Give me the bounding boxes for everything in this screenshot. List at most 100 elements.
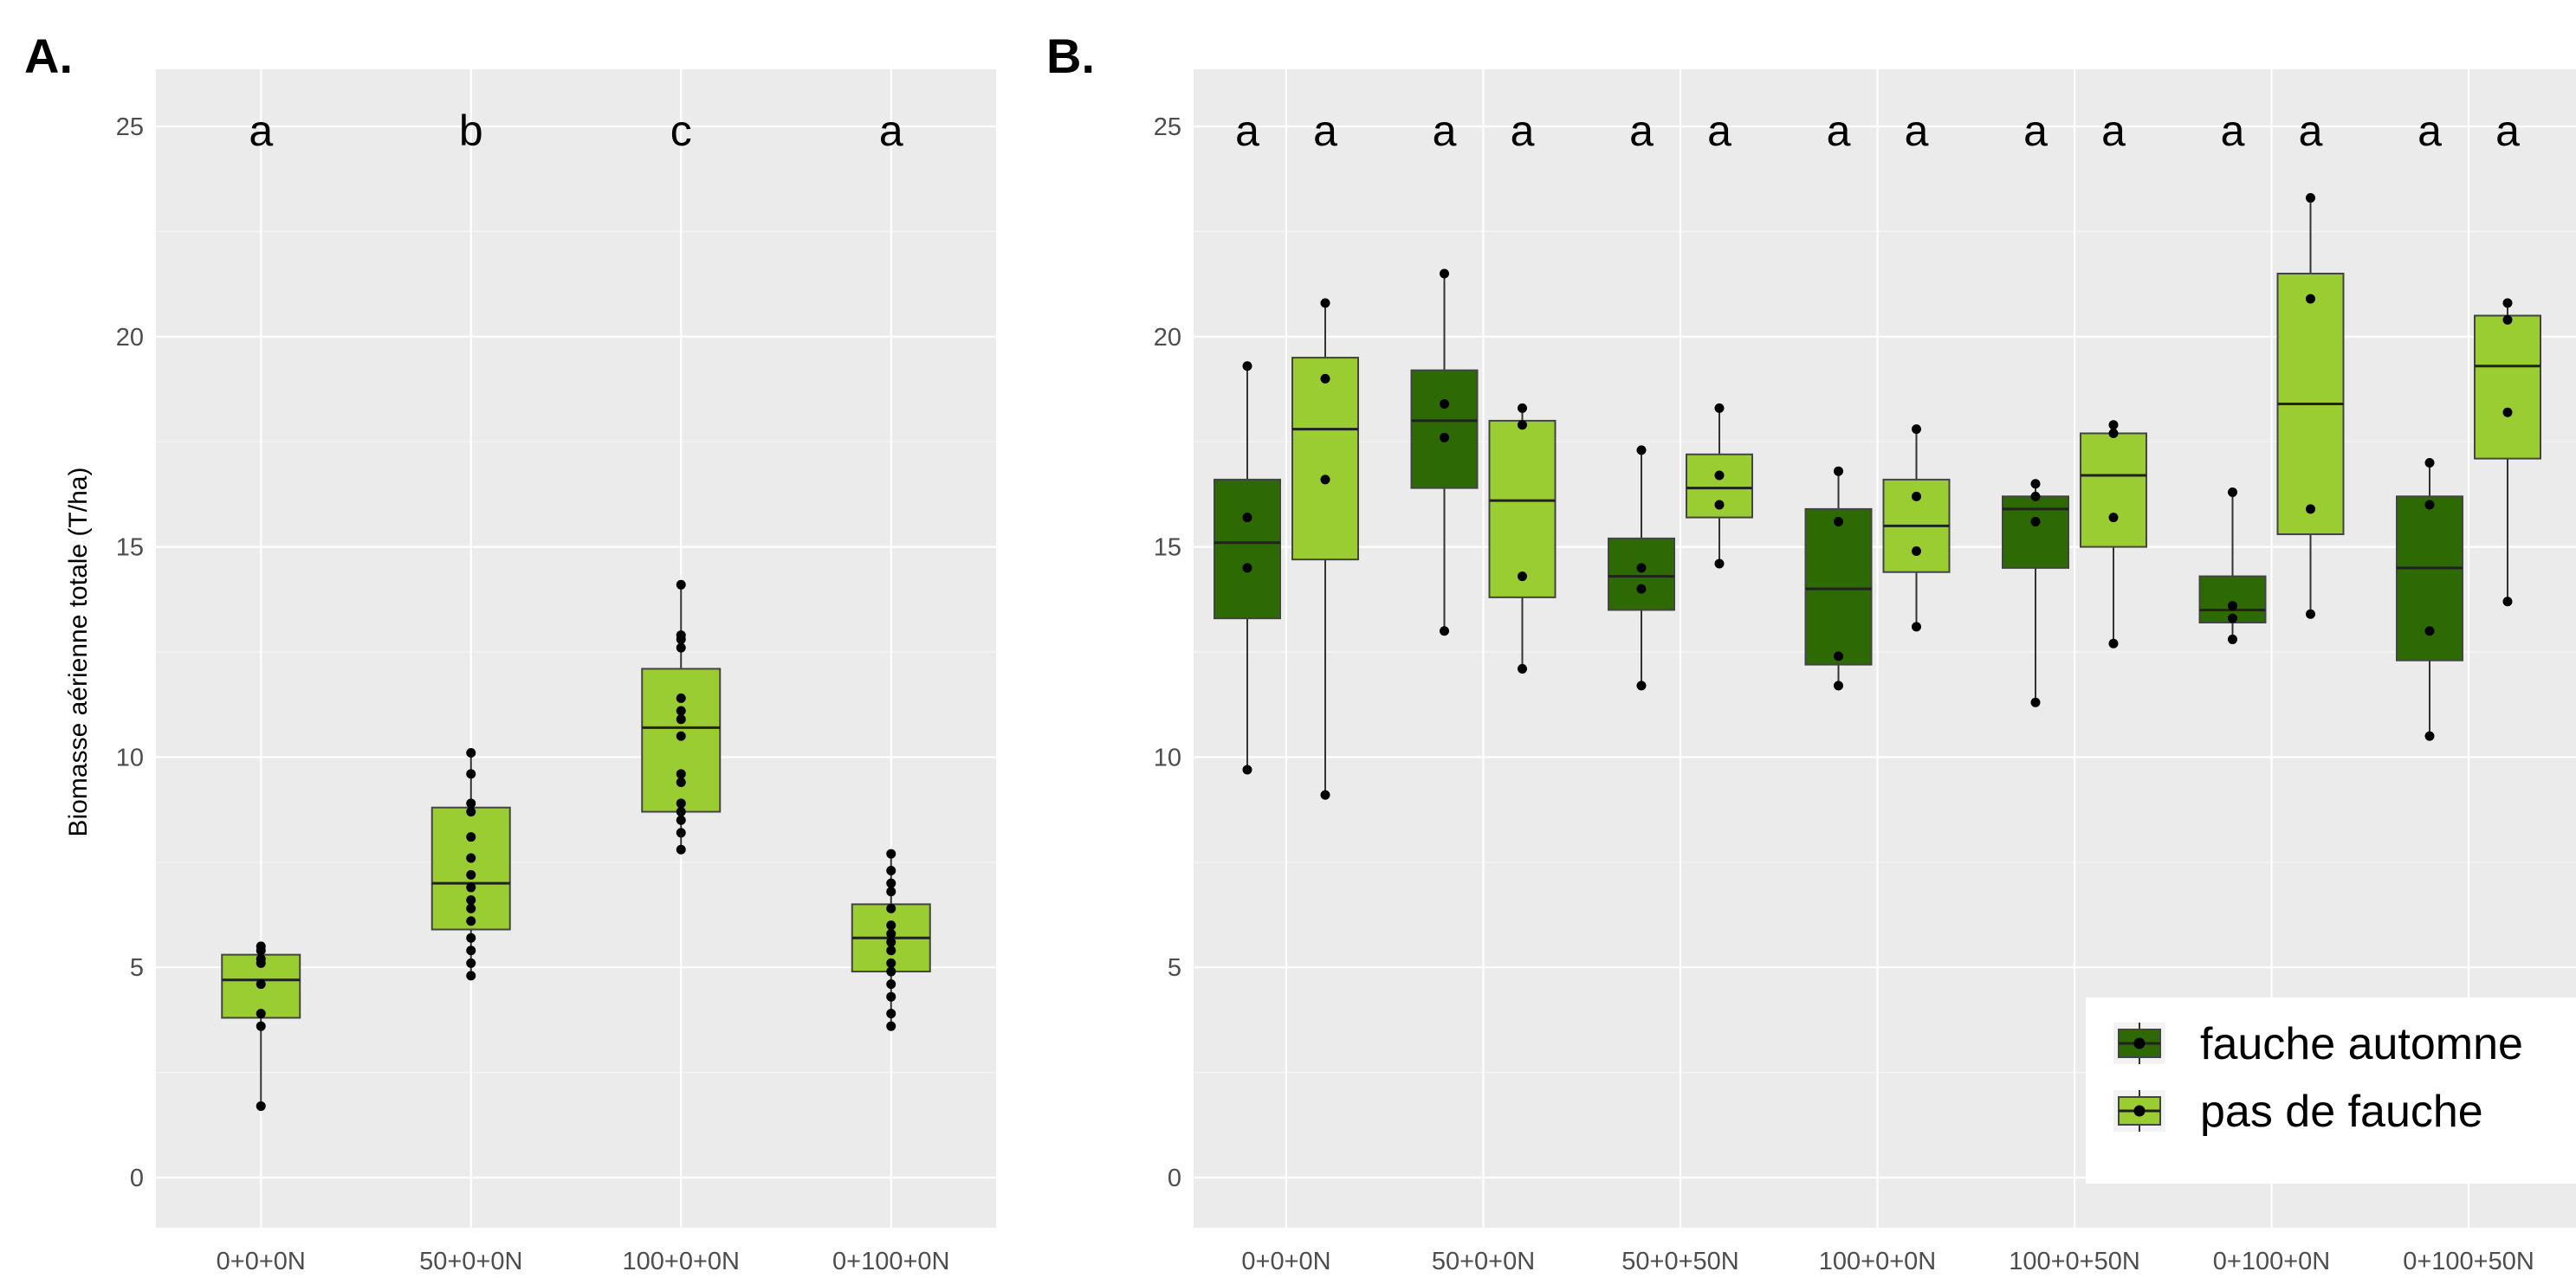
- b-data-point: [1518, 571, 1527, 582]
- b-data-point: [1714, 558, 1725, 569]
- a-data-point: [886, 920, 896, 931]
- a-y-tick-label: 15: [116, 534, 144, 562]
- b-data-point: [1440, 268, 1449, 279]
- b-data-point: [1320, 298, 1330, 308]
- a-data-point: [886, 979, 896, 990]
- a-plot-background: [156, 69, 996, 1228]
- b-data-point: [2306, 504, 2315, 514]
- b-y-tick-label: 0: [1168, 1165, 1181, 1192]
- b-significance-letter: a: [1629, 106, 1654, 155]
- b-box: [1488, 419, 1557, 598]
- b-y-tick-label: 15: [1154, 534, 1181, 562]
- a-data-point: [676, 714, 686, 725]
- b-data-point: [2306, 294, 2315, 304]
- a-data-point: [886, 887, 896, 897]
- b-significance-letter: a: [1827, 106, 1851, 155]
- a-data-point: [886, 966, 896, 977]
- a-data-point: [256, 1021, 266, 1031]
- a-data-point: [886, 928, 896, 939]
- b-data-point: [1714, 403, 1725, 413]
- a-x-tick-label: 100+0+0N: [623, 1248, 740, 1275]
- a-data-point: [886, 958, 896, 968]
- b-data-point: [1714, 470, 1725, 481]
- b-box: [1214, 478, 1281, 620]
- a-data-point: [886, 937, 896, 947]
- b-data-point: [2502, 407, 2513, 417]
- b-data-point: [1320, 790, 1330, 800]
- a-data-point: [676, 642, 686, 653]
- b-data-point: [2424, 731, 2435, 741]
- a-data-point: [886, 991, 896, 1002]
- b-data-point: [1636, 681, 1647, 691]
- a-y-tick-label: 5: [130, 954, 144, 982]
- b-data-point: [1518, 420, 1527, 430]
- b-data-point: [1834, 651, 1843, 662]
- a-y-tick-label: 25: [116, 113, 144, 141]
- b-data-point: [1912, 622, 1921, 632]
- a-data-point: [466, 958, 476, 968]
- b-data-point: [1636, 584, 1647, 594]
- b-data-point: [1636, 563, 1647, 573]
- b-panel-label: B.: [1046, 29, 1095, 83]
- b-y-tick-label: 25: [1154, 113, 1181, 141]
- a-data-point: [466, 903, 476, 913]
- b-data-point: [2108, 420, 2119, 430]
- a-data-point: [676, 706, 686, 716]
- a-data-point: [466, 832, 476, 842]
- b-data-point: [2030, 697, 2041, 707]
- b-data-point: [1440, 432, 1449, 442]
- a-data-point: [466, 769, 476, 779]
- a-data-point: [676, 769, 686, 779]
- b-y-tick-label: 10: [1154, 744, 1181, 771]
- b-legend-box: [2086, 997, 2576, 1184]
- b-data-point: [1242, 563, 1252, 573]
- b-data-point: [2228, 487, 2237, 497]
- a-data-point: [886, 946, 896, 956]
- a-data-point: [886, 866, 896, 876]
- b-data-point: [1518, 663, 1527, 674]
- b-significance-letter: a: [1905, 106, 1929, 155]
- a-data-point: [256, 941, 266, 952]
- b-box: [1410, 369, 1479, 489]
- b-x-tick-label: 50+0+50N: [1621, 1248, 1738, 1275]
- b-legend-key-point: [2133, 1105, 2146, 1117]
- a-data-point: [466, 916, 476, 926]
- b-significance-letter: a: [1511, 106, 1535, 155]
- b-significance-letter: a: [2221, 106, 2245, 155]
- b-significance-letter: a: [2299, 106, 2323, 155]
- b-box: [1608, 537, 1675, 611]
- b-significance-letter: a: [2417, 106, 2442, 155]
- b-data-point: [2424, 626, 2435, 636]
- b-legend-label: pas de fauche: [2200, 1087, 2483, 1137]
- a-data-point: [466, 869, 476, 880]
- b-significance-letter: a: [1313, 106, 1337, 155]
- b-data-point: [1518, 403, 1527, 413]
- a-data-point: [466, 748, 476, 758]
- b-data-point: [1636, 445, 1647, 455]
- b-data-point: [1320, 474, 1330, 485]
- b-data-point: [1714, 500, 1725, 510]
- b-significance-letter: a: [1707, 106, 1731, 155]
- a-data-point: [256, 1009, 266, 1019]
- a-data-point: [676, 693, 686, 703]
- b-data-point: [1834, 466, 1843, 476]
- a-data-point: [886, 878, 896, 888]
- b-x-tick-label: 0+100+50N: [2403, 1248, 2534, 1275]
- a-data-point: [886, 849, 896, 859]
- b-x-tick-label: 100+0+0N: [1819, 1248, 1936, 1275]
- b-data-point: [1242, 513, 1252, 523]
- b-data-point: [2108, 513, 2119, 523]
- a-data-point: [466, 798, 476, 809]
- b-data-point: [1440, 626, 1449, 636]
- a-panel-label: A.: [24, 29, 73, 83]
- a-data-point: [676, 778, 686, 788]
- a-data-point: [256, 1100, 266, 1111]
- b-data-point: [2030, 516, 2041, 526]
- b-data-point: [1912, 545, 1921, 556]
- a-data-point: [466, 853, 476, 863]
- b-box: [2474, 314, 2541, 460]
- a-data-point: [466, 807, 476, 817]
- a-y-axis-label: Biomasse aérienne totale (T/ha): [64, 468, 93, 837]
- a-x-tick-label: 0+100+0N: [832, 1248, 949, 1275]
